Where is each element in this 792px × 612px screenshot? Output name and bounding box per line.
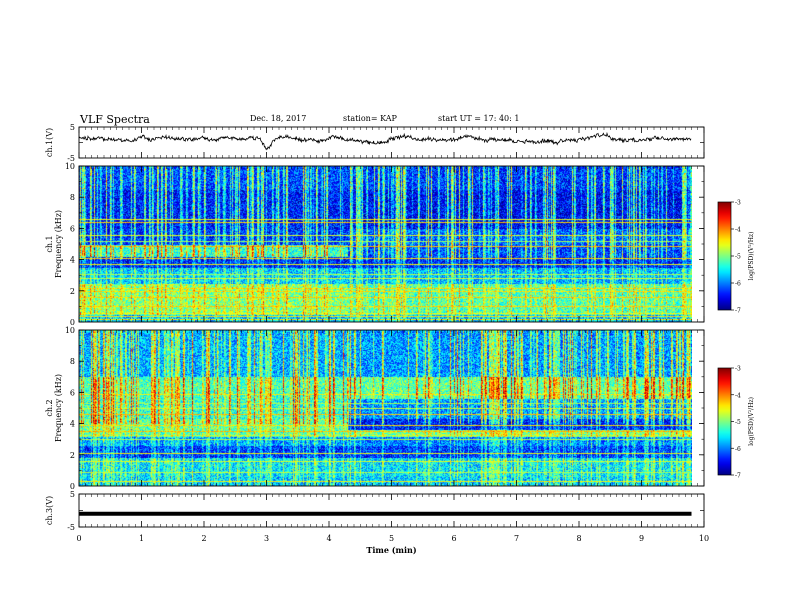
time-axis-label: Time (min) [366, 545, 416, 555]
colorbar-label: log(PSD)(V²/Hz) [748, 232, 755, 281]
ch1-spectrogram-ytick-label: 0 [70, 318, 75, 327]
colorbar-tick-label: -7 [735, 473, 741, 480]
colorbar-tick-label: -3 [735, 200, 741, 207]
ch2-spectrogram-ytick-label: 4 [70, 420, 75, 429]
ch1-spectrogram-ytick-label: 4 [70, 256, 75, 265]
ch3-waveform-ylabel: ch.3(V) [45, 496, 54, 525]
time-tick-label: 3 [264, 534, 269, 543]
colorbar-tick-label: -4 [735, 227, 741, 234]
ch1-spectrogram-ytick-label: 8 [70, 193, 75, 202]
time-tick-label: 6 [451, 534, 456, 543]
time-tick-label: 9 [639, 534, 644, 543]
ch2-spectrogram-ytick-label: 6 [70, 388, 75, 397]
time-tick-label: 2 [201, 534, 206, 543]
ch1-spectrogram-channel-label: ch.1 [45, 235, 54, 252]
time-tick-label: 1 [139, 534, 144, 543]
ch1-spectrogram-image [79, 166, 692, 322]
time-tick-label: 0 [76, 534, 81, 543]
colorbar-tick-label: -6 [735, 281, 741, 288]
ch1-waveform-ylabel: ch.1(V) [45, 128, 54, 157]
time-tick-label: 8 [576, 534, 581, 543]
date-label: Dec. 18, 2017 [250, 114, 307, 123]
station-label: station= KAP [343, 114, 397, 123]
ch2-spectrogram-ytick-label: 0 [70, 482, 75, 491]
colorbar-2 [717, 367, 732, 476]
time-tick-label: 10 [699, 534, 709, 543]
time-tick-label: 4 [326, 534, 331, 543]
ch3-waveform-ytick-label: -5 [67, 523, 75, 532]
time-tick-label: 7 [514, 534, 519, 543]
colorbar-tick-label: -5 [735, 419, 741, 426]
start-time-label: start UT = 17: 40: 1 [438, 114, 520, 123]
colorbar-tick-label: -6 [735, 446, 741, 453]
ch1-waveform-ytick-label: 5 [70, 123, 75, 132]
ch1-waveform-trace [78, 131, 692, 151]
ch1-waveform-ytick-label: -5 [67, 154, 75, 163]
time-tick-label: 5 [389, 534, 394, 543]
figure-title: VLF Spectra [80, 113, 150, 126]
ch2-spectrogram-image [79, 330, 692, 486]
colorbar-tick-label: -3 [735, 366, 741, 373]
colorbar-1 [717, 201, 732, 311]
ch2-spectrogram-channel-label: ch.2 [45, 399, 54, 416]
ch1-spectrogram-ytick-label: 2 [70, 287, 75, 296]
ch1-spectrogram-ylabel: Frequency (kHz) [54, 210, 63, 278]
colorbar-tick-label: -4 [735, 392, 741, 399]
ch2-spectrogram-ytick-label: 8 [70, 357, 75, 366]
colorbar-tick-label: -7 [735, 308, 741, 315]
ch1-spectrogram-ytick-label: 10 [65, 162, 75, 171]
ch2-spectrogram-ytick-label: 10 [65, 326, 75, 335]
ch2-spectrogram-ylabel: Frequency (kHz) [54, 374, 63, 442]
colorbar-label: log(PSD)(V²/Hz) [748, 397, 755, 446]
colorbar-tick-label: -5 [735, 254, 741, 261]
ch2-spectrogram-ytick-label: 2 [70, 451, 75, 460]
ch3-waveform-ytick-label: 5 [70, 490, 75, 499]
ch1-spectrogram-ytick-label: 6 [70, 224, 75, 233]
